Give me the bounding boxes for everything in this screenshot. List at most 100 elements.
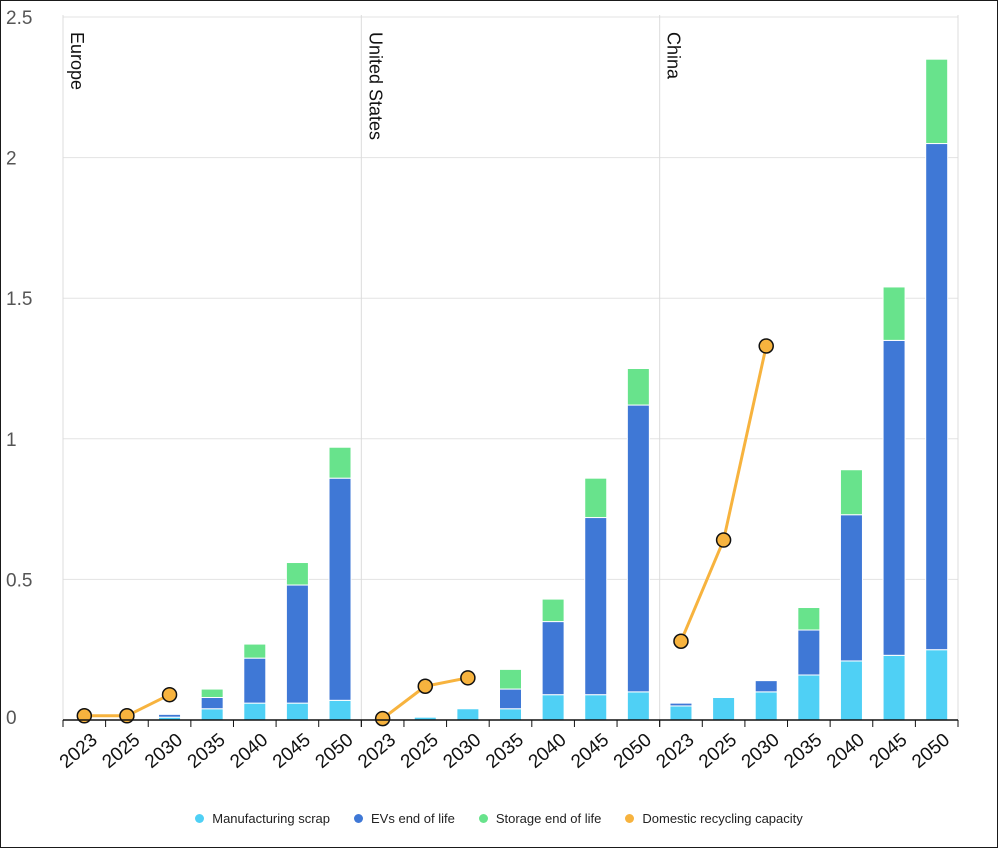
x-tick-label: 2050 [908, 730, 954, 773]
x-tick-label: 2030 [141, 730, 187, 773]
bar-manufacturing-scrap[interactable] [882, 654, 906, 721]
y-tick-label: 2.5 [6, 8, 32, 29]
legend-label: Domestic recycling capacity [642, 810, 803, 826]
bar-storage-end-of-life[interactable] [797, 607, 821, 631]
bars [158, 58, 949, 721]
bar-evs-end-of-life[interactable] [669, 702, 693, 707]
legend-label: EVs end of life [371, 810, 455, 826]
bar-storage-end-of-life[interactable] [285, 562, 309, 586]
legend-item-storage-end-of-life[interactable]: Storage end of life [478, 810, 602, 826]
recycling-capacity-point[interactable] [673, 633, 689, 650]
legend-item-recycling-capacity[interactable]: Domestic recycling capacity [625, 810, 803, 826]
bar-manufacturing-scrap[interactable] [797, 674, 821, 721]
legend-swatch-recycling-capacity [625, 813, 635, 823]
x-tick-label: 2050 [610, 730, 656, 773]
legend-label: Manufacturing scrap [212, 810, 331, 826]
bar-evs-end-of-life[interactable] [200, 697, 224, 710]
recycling-capacity-point[interactable] [715, 532, 732, 548]
x-tick-label: 2030 [738, 730, 784, 773]
bar-evs-end-of-life[interactable] [328, 477, 352, 701]
bar-evs-end-of-life[interactable] [626, 404, 650, 693]
bar-evs-end-of-life[interactable] [797, 629, 821, 676]
bar-evs-end-of-life[interactable] [243, 657, 267, 704]
legend: Manufacturing scrap EVs end of life Stor… [0, 807, 998, 829]
legend-swatch-manufacturing-scrap [195, 813, 205, 823]
x-axis: 2023202520302035204020452050202320252030… [56, 719, 959, 773]
bar-storage-end-of-life[interactable] [626, 368, 650, 406]
recycling-capacity-point[interactable] [374, 710, 391, 727]
legend-label: Storage end of life [495, 810, 602, 826]
bar-manufacturing-scrap[interactable] [243, 702, 267, 721]
bar-evs-end-of-life[interactable] [499, 688, 522, 710]
recycling-capacity-point[interactable] [161, 686, 178, 703]
bar-manufacturing-scrap[interactable] [541, 694, 565, 721]
recycling-capacity-point[interactable] [460, 670, 476, 686]
bar-manufacturing-scrap[interactable] [925, 649, 949, 721]
bar-manufacturing-scrap[interactable] [285, 702, 309, 721]
bar-manufacturing-scrap[interactable] [669, 705, 693, 721]
bar-storage-end-of-life[interactable] [200, 688, 224, 699]
x-tick-label: 2040 [525, 730, 571, 773]
panel-separators [62, 15, 959, 720]
bar-evs-end-of-life[interactable] [541, 621, 565, 696]
x-tick-label: 2035 [780, 730, 826, 773]
x-tick-label: 2045 [866, 730, 912, 773]
legend-swatch-storage-end-of-life [478, 813, 488, 823]
bar-storage-end-of-life[interactable] [839, 469, 863, 516]
panel-label: China [664, 32, 684, 80]
bar-evs-end-of-life[interactable] [158, 713, 182, 718]
x-tick-label: 2045 [567, 730, 613, 773]
x-tick-label: 2035 [184, 730, 230, 773]
legend-item-manufacturing-scrap[interactable]: Manufacturing scrap [195, 811, 330, 826]
bar-evs-end-of-life[interactable] [925, 143, 949, 651]
bar-manufacturing-scrap[interactable] [754, 691, 778, 721]
bar-storage-end-of-life[interactable] [499, 668, 522, 690]
recycling-capacity-point[interactable] [417, 678, 434, 695]
x-tick-label: 2035 [482, 730, 528, 773]
x-tick-label: 2023 [354, 730, 400, 773]
bar-storage-end-of-life[interactable] [243, 643, 267, 659]
bar-manufacturing-scrap[interactable] [712, 697, 736, 721]
legend-item-evs-end-of-life[interactable]: EVs end of life [354, 811, 455, 826]
x-tick-label: 2050 [312, 730, 358, 773]
x-tick-label: 2045 [269, 730, 315, 773]
bar-storage-end-of-life[interactable] [584, 477, 608, 519]
x-tick-label: 2025 [397, 730, 443, 773]
x-tick-label: 2030 [439, 730, 485, 773]
x-tick-label: 2025 [695, 730, 741, 773]
recycling-capacity-line [679, 345, 768, 642]
bar-evs-end-of-life[interactable] [285, 584, 309, 704]
x-tick-label: 2040 [226, 730, 272, 773]
panel-label: United States [365, 32, 385, 140]
x-tick-label: 2040 [823, 730, 869, 773]
bar-storage-end-of-life[interactable] [882, 286, 906, 341]
panel-label: Europe [67, 32, 87, 90]
bar-evs-end-of-life[interactable] [754, 680, 778, 693]
x-tick-label: 2023 [56, 730, 102, 773]
bar-storage-end-of-life[interactable] [925, 58, 949, 145]
legend-swatch-evs-end-of-life [354, 813, 364, 823]
y-tick-label: 1 [6, 430, 17, 451]
gridlines [63, 16, 958, 580]
bar-manufacturing-scrap[interactable] [839, 660, 863, 721]
bar-storage-end-of-life[interactable] [541, 598, 565, 623]
x-tick-label: 2025 [98, 730, 144, 773]
recycling-capacity-point[interactable] [758, 338, 774, 354]
bar-storage-end-of-life[interactable] [328, 446, 352, 479]
x-tick-label: 2023 [653, 730, 699, 773]
bar-evs-end-of-life[interactable] [839, 514, 863, 662]
bar-manufacturing-scrap[interactable] [499, 708, 522, 721]
y-tick-label: 1.5 [6, 289, 32, 310]
bar-evs-end-of-life[interactable] [882, 339, 906, 656]
y-axis-ticks: 0 0.5 1 1.5 2 2.5 [6, 8, 32, 729]
recycling-capacity-lines [76, 338, 774, 727]
bar-manufacturing-scrap[interactable] [584, 694, 608, 721]
y-tick-label: 2 [6, 149, 17, 170]
bar-manufacturing-scrap[interactable] [200, 708, 224, 721]
y-tick-label: 0.5 [6, 570, 32, 591]
panel-labels: Europe United States China [67, 32, 684, 140]
bar-manufacturing-scrap[interactable] [626, 691, 650, 721]
bar-evs-end-of-life[interactable] [584, 517, 608, 696]
bar-manufacturing-scrap[interactable] [328, 699, 352, 721]
bar-manufacturing-scrap[interactable] [456, 708, 480, 721]
